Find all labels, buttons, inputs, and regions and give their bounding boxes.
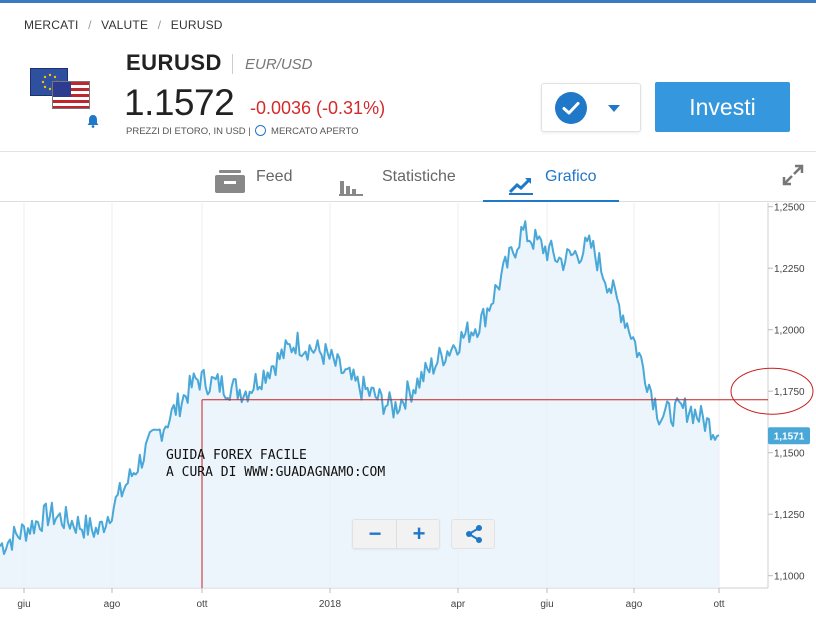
y-tick-label: 1,1500 xyxy=(774,449,805,460)
current-price: 1.1572 xyxy=(124,82,235,123)
symbol-divider xyxy=(232,54,233,74)
share-button[interactable] xyxy=(451,519,495,549)
tab-chart-label: Grafico xyxy=(545,168,597,185)
breadcrumb-currencies[interactable]: VALUTE xyxy=(101,18,149,32)
breadcrumb-eurusd: EURUSD xyxy=(170,18,223,32)
instrument-symbol: EURUSD xyxy=(126,50,222,75)
bell-icon[interactable] xyxy=(86,114,100,128)
x-tick-label: ago xyxy=(626,599,643,610)
x-tick-label: apr xyxy=(451,599,466,610)
price-source-label: PREZZI DI ETORO, IN USD xyxy=(126,126,246,137)
x-tick-label: giu xyxy=(17,599,30,610)
price-area xyxy=(0,221,719,588)
us-flag-icon xyxy=(52,81,90,109)
share-icon xyxy=(466,525,482,543)
tab-bar: Feed Statistiche Grafico xyxy=(0,151,816,202)
price-chart[interactable]: 1,1000 1,1250 1,1500 1,1750 1,2000 1,2250 1,25… xyxy=(0,203,816,619)
x-tick-label: ott xyxy=(196,599,207,610)
watermark-line-2: A CURA DI WWW:GUADAGNAMO:COM xyxy=(166,465,386,480)
tab-chart[interactable]: Grafico xyxy=(483,152,619,202)
current-value-label: 1,1571 xyxy=(768,427,810,445)
instrument-pair-label: EUR/USD xyxy=(245,56,313,73)
feed-icon xyxy=(215,164,245,214)
zoom-controls: − + xyxy=(352,519,440,549)
check-icon[interactable] xyxy=(555,92,587,124)
tab-feed-label: Feed xyxy=(256,168,293,185)
watermark-text: GUIDA FOREX FACILE A CURA DI WWW:GUADAGN… xyxy=(166,447,385,481)
x-axis: giu ago ott 2018 apr giu ago ott xyxy=(17,588,725,610)
expand-icon[interactable] xyxy=(782,164,804,186)
market-status: MERCATO APERTO xyxy=(271,126,359,137)
tab-statistics[interactable]: Statistiche xyxy=(339,152,469,202)
highlight-circle xyxy=(730,367,814,415)
top-accent-line xyxy=(0,0,816,3)
zoom-out-button[interactable]: − xyxy=(368,521,382,546)
y-axis: 1,1000 1,1250 1,1500 1,1750 1,2000 1,2250 1,25… xyxy=(768,203,805,583)
y-tick-label: 1,1750 xyxy=(774,387,805,398)
breadcrumb: MERCATI / VALUTE / EURUSD xyxy=(24,18,223,32)
zoom-in-button[interactable]: + xyxy=(412,521,426,546)
bar-chart-icon xyxy=(339,167,363,217)
price-series-line xyxy=(0,220,720,555)
currency-flags-avatar xyxy=(30,68,99,130)
y-tick-label: 1,2250 xyxy=(774,264,805,275)
line-chart-icon xyxy=(508,166,533,216)
invest-button[interactable]: Investi xyxy=(655,82,790,132)
breadcrumb-markets[interactable]: MERCATI xyxy=(24,18,79,32)
price-change: -0.0036 (-0.31%) xyxy=(250,98,386,118)
price-meta: PREZZI DI ETORO, IN USD | MERCATO APERTO xyxy=(126,125,359,137)
y-tick-label: 1,2000 xyxy=(774,326,805,337)
breadcrumb-separator: / xyxy=(88,18,92,32)
x-tick-label: ott xyxy=(713,599,724,610)
tab-statistics-label: Statistiche xyxy=(382,168,456,185)
x-tick-label: ago xyxy=(104,599,121,610)
x-tick-label: 2018 xyxy=(319,599,342,610)
watchlist-dropdown[interactable] xyxy=(541,83,641,132)
y-tick-label: 1,2500 xyxy=(774,203,805,214)
zoom-divider xyxy=(396,520,397,548)
y-tick-label: 1,1250 xyxy=(774,510,805,521)
y-tick-label: 1,1000 xyxy=(774,572,805,583)
watermark-line-1: GUIDA FOREX FACILE xyxy=(166,448,307,463)
clock-icon xyxy=(255,125,267,136)
chevron-down-icon[interactable] xyxy=(608,105,620,112)
breadcrumb-separator: / xyxy=(157,18,162,32)
current-value-badge xyxy=(768,427,810,445)
x-tick-label: giu xyxy=(540,599,553,610)
meta-separator: | xyxy=(248,126,251,137)
tab-feed[interactable]: Feed xyxy=(215,152,325,202)
current-value-text: 1,1571 xyxy=(774,432,805,443)
